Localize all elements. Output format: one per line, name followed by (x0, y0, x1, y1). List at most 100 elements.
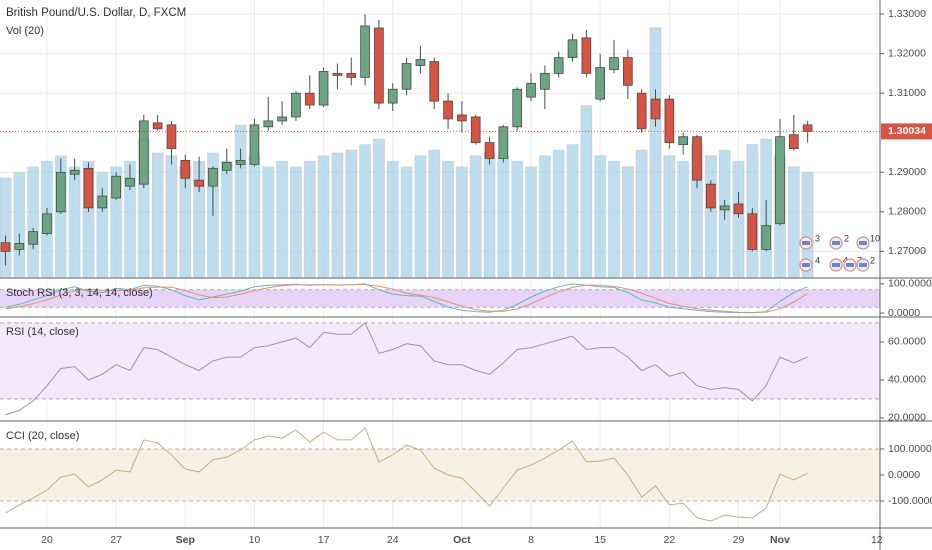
event-flag (859, 263, 867, 267)
pane-title: RSI (14, close) (6, 326, 79, 338)
candle-body (360, 25, 370, 78)
volume-bar (552, 149, 565, 279)
event-flag (846, 263, 854, 267)
candle-body (706, 183, 716, 209)
candle-body (111, 175, 121, 199)
volume-bar (331, 152, 344, 279)
volume-bar (663, 155, 676, 279)
volume-bar (262, 166, 275, 279)
volume-bar (13, 171, 26, 279)
volume-bar (386, 160, 399, 279)
candle-body (83, 167, 94, 209)
volume-bar (497, 155, 510, 279)
indicator-band (0, 322, 880, 399)
volume-bar (677, 160, 690, 279)
candle-body (775, 136, 785, 225)
candle-body (138, 120, 149, 185)
volume-bar (455, 166, 468, 279)
candle-body (761, 225, 771, 250)
candle-body (650, 98, 661, 120)
volume-bar (635, 149, 648, 279)
y-tick-label: 100.0000 (888, 278, 932, 290)
volume-bar (538, 155, 551, 279)
marks-layer (0, 14, 880, 522)
x-tick-label: 17 (318, 534, 330, 546)
candle-body (540, 73, 550, 90)
y-tick-label: 1.29000 (888, 166, 926, 178)
volume-bar (511, 160, 524, 279)
volume-bar (594, 155, 607, 279)
volume-bar (414, 155, 427, 279)
y-tick-label: -100.0000 (888, 495, 932, 507)
volume-bar (469, 155, 482, 279)
candle-body (180, 160, 191, 179)
candle-body (249, 124, 260, 165)
volume-bar (151, 152, 164, 279)
volume-bar (289, 166, 302, 279)
y-tick-label: 1.33000 (888, 8, 926, 20)
candle-body (42, 213, 52, 234)
candle-body (747, 213, 758, 250)
volume-bar (372, 138, 385, 279)
indicator-line (5, 283, 808, 314)
candle-body (609, 57, 619, 70)
volume-bar (566, 144, 579, 279)
candle-body (470, 116, 481, 144)
x-tick-label: 10 (249, 534, 261, 546)
event-count: 4 (815, 255, 820, 265)
volume-bar (649, 27, 662, 279)
candle-body (208, 167, 218, 187)
pane-title: Stoch RSI (3, 3, 14, 14, close) (6, 287, 153, 299)
volume-bar (732, 160, 745, 279)
candle-body (277, 116, 287, 122)
candle-body (802, 124, 813, 132)
candle-body (387, 88, 398, 104)
indicator-band (0, 448, 880, 502)
y-tick-label: 1.28000 (888, 206, 926, 218)
event-flag (802, 241, 810, 245)
candle-body (457, 114, 467, 122)
volume-bar (345, 149, 358, 279)
chart-title: British Pound/U.S. Dollar, D, FXCM (6, 7, 186, 19)
candle-body (263, 120, 274, 128)
x-tick-label: Sep (176, 534, 195, 546)
candle-body (235, 160, 246, 165)
candle-body (636, 92, 647, 130)
x-tick-label: Nov (770, 534, 790, 546)
volume-bar (428, 149, 441, 279)
last-price-box (881, 123, 932, 140)
candle-body (55, 171, 66, 213)
candle-body (291, 92, 301, 118)
y-tick-label: 20.0000 (888, 412, 926, 424)
event-flag (832, 241, 840, 245)
volume-bar (276, 160, 289, 279)
candle-body (401, 63, 412, 90)
volume-bar (165, 155, 178, 279)
candle-body (415, 59, 426, 66)
y-tick-label: 1.32000 (888, 47, 926, 59)
candle-body (125, 177, 135, 187)
candle-body (484, 142, 495, 159)
candle-body (678, 136, 688, 146)
chart-subtitle: Vol (20) (6, 25, 44, 37)
candle-body (512, 88, 523, 128)
indicator-band (0, 289, 880, 308)
x-tick-label: 29 (733, 534, 745, 546)
y-tick-label: 0.0000 (888, 307, 920, 319)
y-tick-label: 0.0000 (888, 469, 920, 481)
volume-bar (525, 166, 538, 279)
candle-body (221, 162, 232, 171)
volume-bar (787, 166, 800, 279)
candle-body (152, 122, 163, 130)
volume-bar (483, 152, 496, 279)
event-flag (802, 263, 810, 267)
volume-bar (400, 166, 413, 279)
candle-body (69, 169, 80, 175)
candle-body (346, 73, 357, 78)
candle-body (567, 39, 578, 59)
candle-body (664, 98, 675, 144)
candle-body (553, 57, 564, 74)
x-tick-label: 15 (594, 534, 606, 546)
